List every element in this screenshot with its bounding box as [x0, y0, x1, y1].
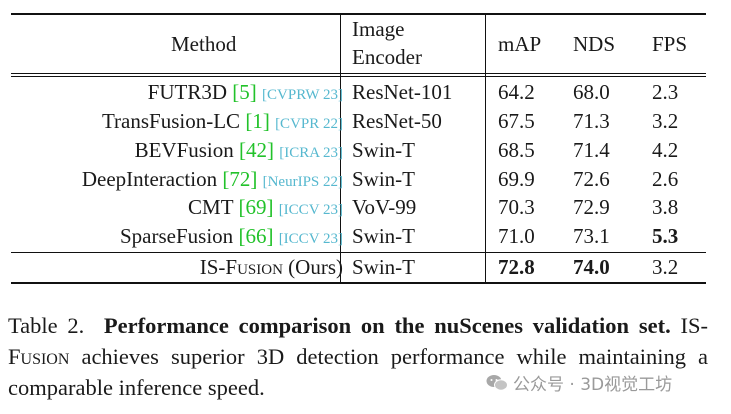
citation: [1]	[245, 109, 270, 133]
encoder-cell: Swin-T	[352, 255, 415, 279]
method-cell: TransFusion-LC [1] [CVPR 22]	[102, 109, 343, 136]
fps-cell: 2.6	[652, 167, 679, 191]
method-cell: CMT [69] [ICCV 23]	[188, 195, 343, 222]
encoder-cell: Swin-T	[352, 138, 415, 162]
citation: [69]	[238, 195, 274, 219]
method-cell: DeepInteraction [72] [NeurIPS 22]	[82, 167, 343, 194]
ours-suffix: (Ours)	[288, 255, 343, 279]
map-cell: 69.9	[498, 167, 535, 191]
wechat-icon	[486, 374, 508, 391]
venue: [CVPR 22]	[275, 116, 343, 132]
method-name: BEVFusion	[134, 138, 234, 162]
column-divider-encoder	[485, 13, 486, 284]
top-rule	[11, 13, 706, 15]
encoder-cell: Swin-T	[352, 224, 415, 248]
method-name: TransFusion-LC	[101, 109, 241, 133]
nds-cell: 71.3	[573, 109, 610, 133]
caption-method-name: IS-Fusion	[8, 313, 708, 369]
column-divider-method	[340, 13, 341, 284]
bottom-rule	[11, 282, 706, 284]
header-fps: FPS	[652, 32, 688, 56]
method-cell: SparseFusion [66] [ICCV 23]	[120, 224, 343, 251]
citation: [5]	[232, 80, 257, 104]
watermark: 公众号 · 3D视觉工坊	[486, 370, 672, 395]
header-method: Method	[171, 32, 237, 56]
encoder-cell: ResNet-50	[352, 109, 442, 133]
encoder-cell: Swin-T	[352, 167, 415, 191]
nds-cell: 68.0	[573, 80, 610, 104]
caption-text: achieves superior 3D detection performan…	[8, 344, 709, 400]
header-map: mAP	[498, 32, 542, 56]
nds-cell: 72.9	[573, 195, 610, 219]
header-encoder-line1: Image	[352, 17, 405, 41]
nds-cell: 72.6	[573, 167, 610, 191]
fps-cell: 3.2	[652, 255, 679, 279]
header-rule	[11, 73, 706, 74]
method-name: CMT	[188, 195, 234, 219]
method-cell: FUTR3D [5] [CVPRW 23]	[148, 80, 343, 107]
fps-cell: 2.3	[652, 80, 679, 104]
method-name: FUTR3D	[147, 80, 228, 104]
fps-cell: 3.8	[652, 195, 679, 219]
map-cell: 64.2	[498, 80, 535, 104]
caption-label: Table 2.	[8, 313, 85, 338]
fps-cell-best: 5.3	[652, 224, 679, 248]
nds-cell-best: 74.0	[573, 255, 610, 279]
nds-cell: 73.1	[573, 224, 610, 248]
map-cell: 68.5	[498, 138, 535, 162]
method-name: DeepInteraction	[81, 167, 218, 191]
venue: [ICCV 23]	[278, 231, 343, 247]
venue: [ICCV 23]	[278, 202, 343, 218]
caption-title: Performance comparison on the nuScenes v…	[103, 313, 671, 338]
map-cell: 67.5	[498, 109, 535, 133]
encoder-cell: VoV-99	[352, 195, 417, 219]
watermark-text: 公众号 · 3D视觉工坊	[513, 375, 673, 395]
ours-separator	[11, 252, 706, 253]
citation: [72]	[222, 167, 258, 191]
venue: [NeurIPS 22]	[262, 174, 343, 190]
map-cell: 70.3	[498, 195, 535, 219]
encoder-cell: ResNet-101	[352, 80, 453, 104]
method-cell: BEVFusion [42] [ICRA 23]	[135, 138, 343, 165]
header-encoder-line2: Encoder	[352, 45, 422, 69]
map-cell-best: 72.8	[498, 255, 535, 279]
venue: [ICRA 23]	[279, 145, 343, 161]
nds-cell: 71.4	[573, 138, 610, 162]
method-cell: IS-Fusion (Ours)	[200, 255, 343, 279]
method-name: IS-Fusion	[199, 255, 283, 279]
table-caption: Table 2. Performance comparison on the n…	[8, 310, 708, 403]
fps-cell: 4.2	[652, 138, 679, 162]
header-rule-2	[11, 76, 706, 77]
citation: [42]	[239, 138, 274, 162]
citation: [66]	[238, 224, 274, 248]
fps-cell: 3.2	[652, 109, 679, 133]
map-cell: 71.0	[498, 224, 535, 248]
method-name: SparseFusion	[120, 224, 234, 248]
header-nds: NDS	[573, 32, 616, 56]
venue: [CVPRW 23]	[262, 87, 343, 103]
